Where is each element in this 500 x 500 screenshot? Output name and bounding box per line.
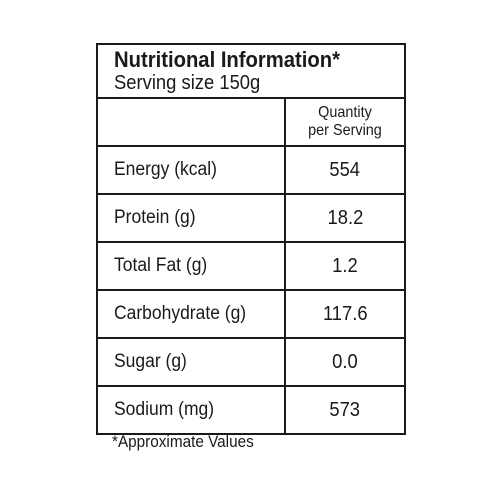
nutrient-value: 18.2 [327,206,363,229]
nutrient-value: 573 [329,398,361,421]
column-header-row: Quantity per Serving [96,97,406,147]
nutrient-name: Energy (kcal) [114,159,217,180]
nutrient-name-cell: Carbohydrate (g) [96,289,286,339]
serving-size: Serving size 150g [114,72,261,94]
nutrient-value-cell: 117.6 [284,289,406,339]
nutrient-value-cell: 0.0 [284,337,406,387]
nutrient-value-cell: 1.2 [284,241,406,291]
nutrient-name-cell: Sugar (g) [96,337,286,387]
table-row: Sugar (g) 0.0 [96,337,406,387]
nutrient-name: Carbohydrate (g) [114,303,247,324]
nutrient-name-cell: Total Fat (g) [96,241,286,291]
table-header: Nutritional Information* Serving size 15… [96,43,406,99]
column-header-line1: Quantity [318,104,372,121]
nutrient-name-cell: Protein (g) [96,193,286,243]
column-header-line2: per Serving [308,122,382,139]
table-row: Carbohydrate (g) 117.6 [96,289,406,339]
empty-header-cell [96,97,286,147]
nutrient-name: Sodium (mg) [114,399,215,420]
nutrient-name: Total Fat (g) [114,255,208,276]
table-row: Total Fat (g) 1.2 [96,241,406,291]
nutrient-value: 117.6 [322,302,368,325]
nutrition-table: Nutritional Information* Serving size 15… [96,43,406,435]
table-header-row: Nutritional Information* Serving size 15… [96,43,406,99]
table-row: Energy (kcal) 554 [96,145,406,195]
table-row: Protein (g) 18.2 [96,193,406,243]
label-title: Nutritional Information* [114,47,341,72]
nutrient-name-cell: Energy (kcal) [96,145,286,195]
nutrient-value-cell: 573 [284,385,406,435]
nutrient-value: 0.0 [332,350,358,373]
nutrient-name: Protein (g) [114,207,196,228]
nutrient-value-cell: 554 [284,145,406,195]
nutrient-name: Sugar (g) [114,351,187,372]
table-row: Sodium (mg) 573 [96,385,406,435]
nutrition-label: Nutritional Information* Serving size 15… [96,43,406,435]
footnote: *Approximate Values [112,432,254,451]
nutrient-value-cell: 18.2 [284,193,406,243]
quantity-column-header: Quantity per Serving [284,97,406,147]
nutrient-value: 1.2 [332,254,358,277]
nutrient-name-cell: Sodium (mg) [96,385,286,435]
nutrient-value: 554 [329,158,361,181]
